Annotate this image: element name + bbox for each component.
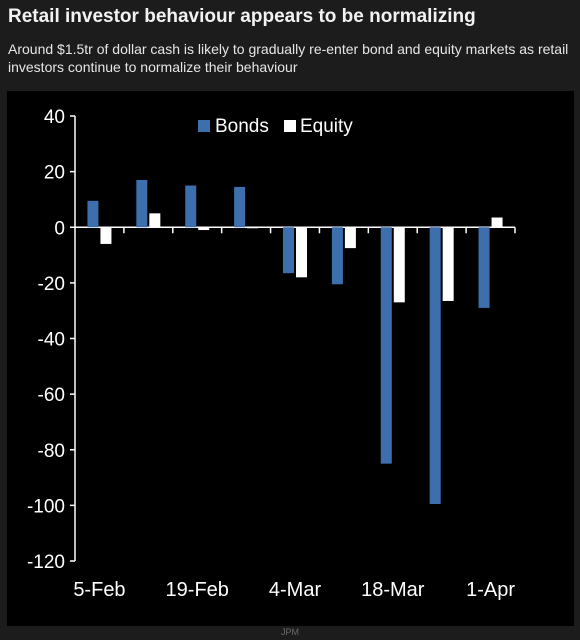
x-tick-label: 4-Mar [269, 579, 322, 601]
y-tick-label: -100 [27, 496, 65, 517]
equity-bar [442, 227, 454, 301]
y-tick-label: 0 [54, 218, 65, 239]
x-tick-label: 18-Mar [361, 579, 425, 601]
y-tick-label: -80 [38, 441, 65, 462]
x-tick-label: 1-Apr [466, 579, 515, 601]
chart-title: Retail investor behaviour appears to be … [8, 6, 476, 27]
equity-bar [393, 227, 405, 303]
chart-subtitle: Around $1.5tr of dollar cash is likely t… [8, 41, 569, 75]
legend-swatch-equity [284, 120, 296, 132]
bonds-bar [331, 227, 343, 285]
bonds-bar [136, 179, 148, 228]
source-label: JPM [281, 627, 299, 637]
y-tick-label: 20 [44, 163, 65, 184]
legend-label-bonds: Bonds [215, 116, 269, 137]
bar-chart: 40 20 0 -20 -40 -60 -80 -100 -120 5-Feb 19-Feb 4-Ma… [27, 107, 516, 601]
bonds-bar [185, 185, 197, 228]
bonds-bar [380, 227, 392, 464]
legend-label-equity: Equity [300, 116, 353, 137]
y-tick-label: -120 [27, 552, 65, 573]
y-tick-label: -60 [38, 385, 65, 406]
legend-swatch-bonds [198, 120, 210, 132]
y-tick-label: 40 [44, 107, 65, 128]
x-tick-label: 5-Feb [73, 579, 125, 601]
chart-panel: 40 20 0 -20 -40 -60 -80 -100 -120 5-Feb 19-Feb 4-Ma… [7, 91, 574, 626]
x-tick-label: 19-Feb [166, 579, 229, 601]
equity-bar [344, 227, 356, 249]
bonds-bar [429, 227, 441, 504]
equity-bar [149, 213, 161, 228]
equity-bar [100, 227, 112, 244]
bonds-bar [283, 227, 294, 274]
equity-bar [296, 227, 307, 278]
equity-bar [247, 227, 259, 229]
y-tick-label: -40 [38, 330, 65, 351]
equity-bar [491, 217, 503, 228]
equity-bar [198, 227, 210, 231]
bonds-bar [234, 186, 246, 228]
bonds-bar [478, 227, 490, 308]
bonds-bar [87, 200, 99, 228]
y-tick-label: -20 [38, 274, 65, 295]
